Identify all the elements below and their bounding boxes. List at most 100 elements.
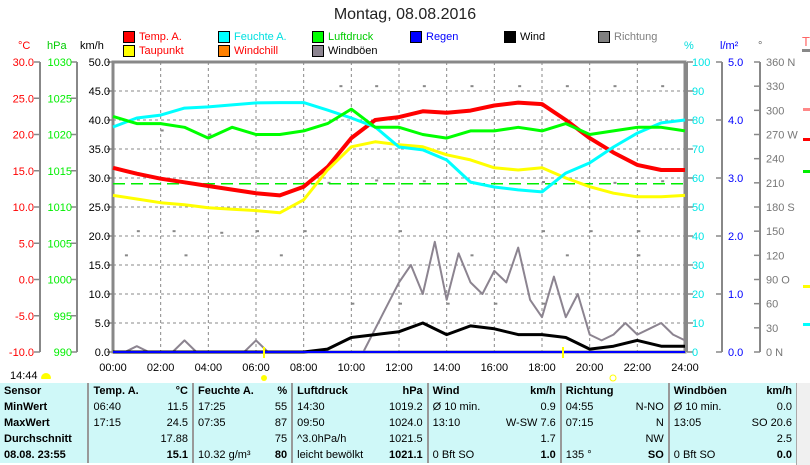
axis-label-rain: 4.0 <box>728 115 743 127</box>
table-cell: 1.0 <box>540 449 556 461</box>
table-cell: 17.88 <box>160 433 188 445</box>
axis-label-temp: 20.0 <box>13 130 34 142</box>
axis-label-press: 1030 <box>48 57 72 69</box>
axis-label-rain: 3.0 <box>728 173 743 185</box>
direction-point <box>256 230 259 233</box>
direction-point <box>542 302 545 305</box>
side-panel-marker <box>803 285 810 288</box>
axis-label-wind: 10.0 <box>89 289 110 301</box>
axis-label-temp: 5.0 <box>19 238 34 250</box>
axis-label-press: 1010 <box>48 202 72 214</box>
table-row: 08.08. 23:55 15.1 10.32 g/m³ 80 leicht bewöl… <box>0 447 796 463</box>
axis-label-dir: 240 <box>766 154 784 166</box>
sun-icon <box>261 375 267 381</box>
axis-label-wind: 20.0 <box>89 231 110 243</box>
table-cell: 55 <box>274 401 288 413</box>
x-tick-label: 04:00 <box>195 362 223 374</box>
table-cell: Windböen <box>667 383 741 399</box>
legend-item: Windböen <box>312 45 378 57</box>
direction-point <box>279 254 283 257</box>
table-cell: 0.9 <box>540 401 556 413</box>
x-tick-label: 22:00 <box>624 362 652 374</box>
table-cell <box>426 431 493 447</box>
table-cell <box>192 431 268 447</box>
axis-label-dir: 30 <box>766 323 778 335</box>
table-cell: 14:30 <box>291 399 379 415</box>
table-cell: Wind <box>426 383 493 399</box>
legend-item: Luftdruck <box>312 31 373 43</box>
axis-label-temp: -10.0 <box>9 347 34 359</box>
axis-label-wind: 50.0 <box>89 57 110 69</box>
legend-swatch <box>218 31 230 43</box>
direction-point <box>136 230 140 233</box>
table-cell: N <box>655 417 664 429</box>
legend-label: Windchill <box>234 45 279 57</box>
axis-label-hum: 10 <box>692 318 704 330</box>
axis-label-wind: 25.0 <box>89 202 110 214</box>
direction-point <box>613 181 617 184</box>
axis-label-press: 1020 <box>48 130 72 142</box>
axis-label-press: 990 <box>54 347 72 359</box>
table-cell: Durchschnitt <box>4 433 72 445</box>
stats-table: Sensor Temp. A. °C Feuchte A.% Luftdruck hPa W… <box>0 383 796 463</box>
x-tick-label: 18:00 <box>528 362 556 374</box>
direction-point <box>518 85 522 88</box>
axis-label-temp: 15.0 <box>13 166 34 178</box>
legend-item: Taupunkt <box>123 45 184 57</box>
current-time: 14:44 <box>10 370 51 382</box>
table-cell: Ø 10 min. <box>426 399 493 415</box>
table-cell: 135 ° <box>559 447 627 463</box>
direction-point <box>470 254 474 257</box>
axis-label-wind: 5.0 <box>95 318 110 330</box>
table-cell: 13:05 <box>667 415 741 431</box>
direction-point <box>565 85 569 88</box>
direction-point <box>565 254 569 257</box>
direction-point <box>184 254 188 257</box>
table-cell: 09:50 <box>291 415 379 431</box>
direction-point <box>661 180 665 183</box>
axis-label-dir: 300 <box>766 105 784 117</box>
axis-label-press: 1025 <box>48 93 72 105</box>
legend-label: Taupunkt <box>139 45 184 57</box>
legend-item: Feuchte A. <box>218 31 287 43</box>
table-cell: W-SW 7.6 <box>505 417 556 429</box>
direction-point <box>446 302 450 305</box>
side-panel-marker <box>803 323 810 326</box>
direction-point <box>351 302 355 305</box>
legend-swatch <box>218 45 230 57</box>
legend-swatch <box>410 31 422 43</box>
direction-point <box>637 254 641 257</box>
axis-label-rain: 0.0 <box>728 347 743 359</box>
direction-point <box>375 179 379 182</box>
axis-label-rain: 1.0 <box>728 289 743 301</box>
axis-label-dir: 180 S <box>766 202 795 214</box>
legend-swatch <box>312 45 324 57</box>
table-cell: Ø 10 min. <box>667 399 741 415</box>
axis-label-hum: 0 <box>692 347 698 359</box>
direction-point <box>124 254 128 257</box>
table-cell: 0 Bft SO <box>426 447 493 463</box>
scrollbar[interactable] <box>796 383 810 465</box>
axis-label-press: 1000 <box>48 275 72 287</box>
table-cell: km/h <box>530 385 556 397</box>
direction-point <box>589 230 593 233</box>
current-time-text: 14:44 <box>10 370 38 382</box>
table-cell: 11.5 <box>167 401 188 413</box>
direction-point <box>160 129 164 132</box>
table-cell: 1024.0 <box>389 417 423 429</box>
legend-label: Wind <box>520 31 546 43</box>
legend-item: Richtung <box>598 31 657 43</box>
axis-label-dir: 360 N <box>766 57 795 69</box>
table-cell: 04:55 <box>559 399 627 415</box>
direction-point <box>399 230 402 233</box>
legend-item: Regen <box>410 31 458 43</box>
legend-swatch <box>598 31 610 43</box>
table-cell: MaxWert <box>4 417 50 429</box>
side-panel-marker <box>802 49 810 52</box>
x-tick-label: 06:00 <box>242 362 270 374</box>
legend-label: Luftdruck <box>328 31 374 43</box>
direction-point <box>303 230 307 233</box>
table-cell: 07:35 <box>192 415 268 431</box>
axis-label-dir: 90 O <box>766 275 790 287</box>
x-tick-label: 16:00 <box>481 362 509 374</box>
